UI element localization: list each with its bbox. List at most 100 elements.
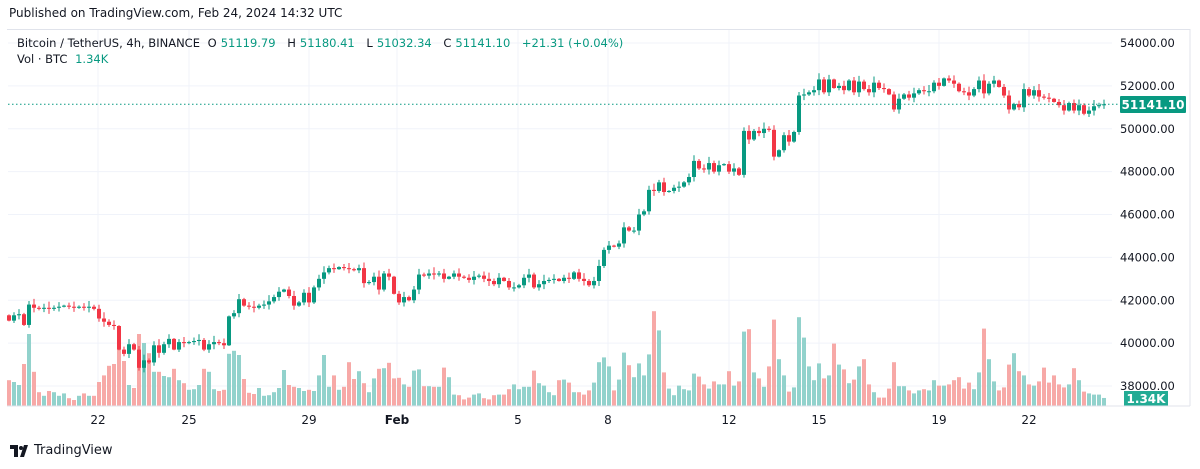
volume-bar — [222, 389, 226, 406]
volume-bar — [872, 392, 876, 406]
volume-bar — [122, 361, 126, 406]
volume-bar — [407, 386, 411, 406]
candle-body — [777, 150, 781, 157]
volume-bar — [627, 365, 631, 406]
candle-body — [42, 307, 46, 309]
candle-body — [482, 275, 486, 279]
volume-bar — [227, 353, 231, 406]
candle-body — [672, 187, 676, 191]
candle-body — [397, 293, 401, 303]
candle-body — [337, 267, 341, 270]
candle-body — [862, 81, 866, 90]
volume-bar — [822, 378, 826, 406]
candle-body — [312, 287, 316, 303]
candle-body — [427, 273, 431, 276]
volume-bar — [802, 337, 806, 406]
candle-body — [532, 274, 536, 288]
volume-bar — [332, 375, 336, 406]
volume-bar — [197, 385, 201, 406]
volume-bars — [7, 311, 1106, 406]
volume-bar — [277, 388, 281, 406]
candle-body — [582, 278, 586, 281]
candle-body — [577, 272, 581, 279]
candle-body — [912, 93, 916, 98]
candle-body — [712, 163, 716, 172]
volume-bar — [677, 385, 681, 406]
volume-bar — [612, 390, 616, 406]
candle-body — [832, 79, 836, 89]
volume-bar — [527, 386, 531, 406]
brand-name: TradingView — [34, 443, 113, 458]
volume-bar — [102, 375, 106, 406]
x-tick-label: 29 — [301, 413, 317, 427]
candle-body — [742, 130, 746, 175]
volume-bar — [772, 319, 776, 406]
price-tick-label: 46000.00 — [1120, 208, 1175, 222]
volume-bar — [837, 364, 841, 406]
volume-bar — [392, 378, 396, 406]
candle-body — [487, 278, 491, 281]
candle-body — [432, 273, 436, 275]
volume-bar — [482, 398, 486, 406]
volume-bar — [207, 371, 211, 406]
volume-bar — [597, 362, 601, 406]
candle-body — [687, 177, 691, 183]
volume-bar — [552, 395, 556, 406]
volume-bar — [492, 395, 496, 406]
candle-body — [557, 278, 561, 281]
volume-bar — [237, 355, 241, 406]
candle-body — [417, 274, 421, 290]
volume-bar — [757, 378, 761, 406]
volume-bar — [302, 391, 306, 406]
candle-body — [767, 128, 771, 130]
candle-body — [367, 282, 371, 284]
volume-bar — [1002, 387, 1006, 406]
candle-body — [1047, 97, 1051, 99]
candle-body — [927, 91, 931, 93]
volume-bar — [947, 384, 951, 406]
candle-body — [847, 80, 851, 91]
volume-bar — [1087, 393, 1091, 406]
x-tick-label: 25 — [181, 413, 197, 427]
tradingview-logo[interactable]: TradingView — [10, 443, 113, 458]
candle-body — [387, 273, 391, 277]
candle-body — [667, 190, 671, 193]
candle-body — [897, 98, 901, 110]
volume-bar — [62, 393, 66, 406]
change-value: +21.31 (+0.04%) — [521, 36, 624, 50]
volume-bar — [672, 395, 676, 406]
candle-body — [62, 305, 66, 307]
candle-body — [1027, 89, 1031, 96]
volume-bar — [657, 330, 661, 406]
candle-body — [267, 301, 271, 305]
volume-bar — [77, 395, 81, 406]
candle-body — [1067, 103, 1071, 111]
candle-body — [82, 306, 86, 308]
volume-bar — [42, 395, 46, 406]
x-tick-label: 22 — [90, 413, 106, 427]
candle-body — [457, 273, 461, 277]
candle-body — [772, 129, 776, 157]
candle-body — [882, 88, 886, 90]
volume-bar — [52, 392, 56, 406]
volume-bar — [292, 386, 296, 406]
volume-bar — [297, 388, 301, 406]
volume-bar — [957, 377, 961, 406]
candle-body — [807, 92, 811, 95]
volume-bar — [707, 388, 711, 406]
candle-body — [917, 90, 921, 94]
volume-bar — [272, 392, 276, 406]
volume-bar — [92, 395, 96, 406]
volume-bar — [1062, 387, 1066, 406]
candle-body — [377, 276, 381, 290]
candle-body — [602, 249, 606, 266]
candle-body — [287, 289, 291, 296]
volume-bar — [967, 382, 971, 406]
candles — [7, 73, 1106, 373]
volume-bar — [67, 398, 71, 406]
candle-body — [1002, 86, 1006, 96]
volume-bar — [287, 385, 291, 406]
volume-bar — [1102, 397, 1106, 406]
volume-bar — [327, 386, 331, 406]
